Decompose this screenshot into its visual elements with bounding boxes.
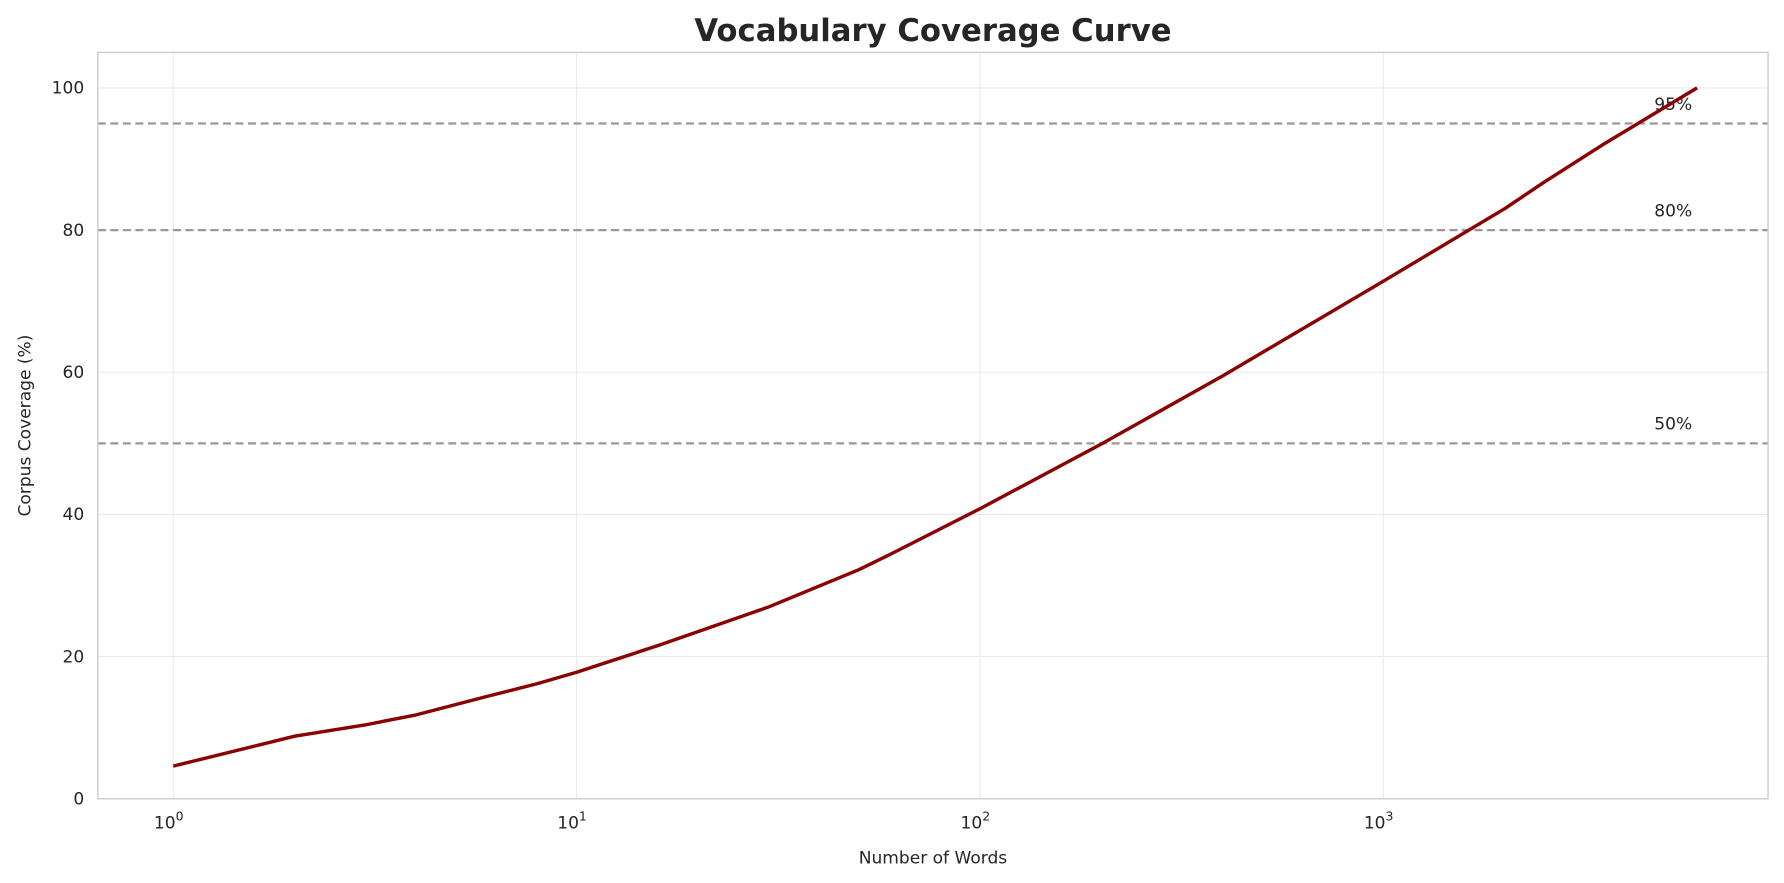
x-axis-label: Number of Words xyxy=(859,849,1008,869)
grid xyxy=(97,52,1769,800)
x-tick-label: 101 xyxy=(557,808,587,833)
y-tick-label: 60 xyxy=(62,363,84,383)
chart-title: Vocabulary Coverage Curve xyxy=(694,13,1171,49)
x-tick-label: 100 xyxy=(154,808,184,833)
y-tick-label: 0 xyxy=(73,789,84,809)
reference-lines: 95%80%50% xyxy=(97,95,1769,445)
y-tick-label: 40 xyxy=(62,505,84,525)
x-tick-label: 103 xyxy=(1364,808,1394,833)
y-tick-label: 20 xyxy=(62,647,84,667)
y-axis-label: Corpus Coverage (%) xyxy=(16,335,36,517)
y-tick-label: 100 xyxy=(52,79,85,99)
y-tick-label: 80 xyxy=(62,221,84,241)
plot-frame xyxy=(97,51,1769,800)
reference-label: 80% xyxy=(1654,201,1692,221)
coverage-line xyxy=(172,86,1698,768)
reference-label: 50% xyxy=(1654,415,1692,435)
x-tick-label: 102 xyxy=(961,808,991,833)
axis-ticks: 100 101 102 103 0 20 40 60 80 100 xyxy=(52,79,1394,834)
